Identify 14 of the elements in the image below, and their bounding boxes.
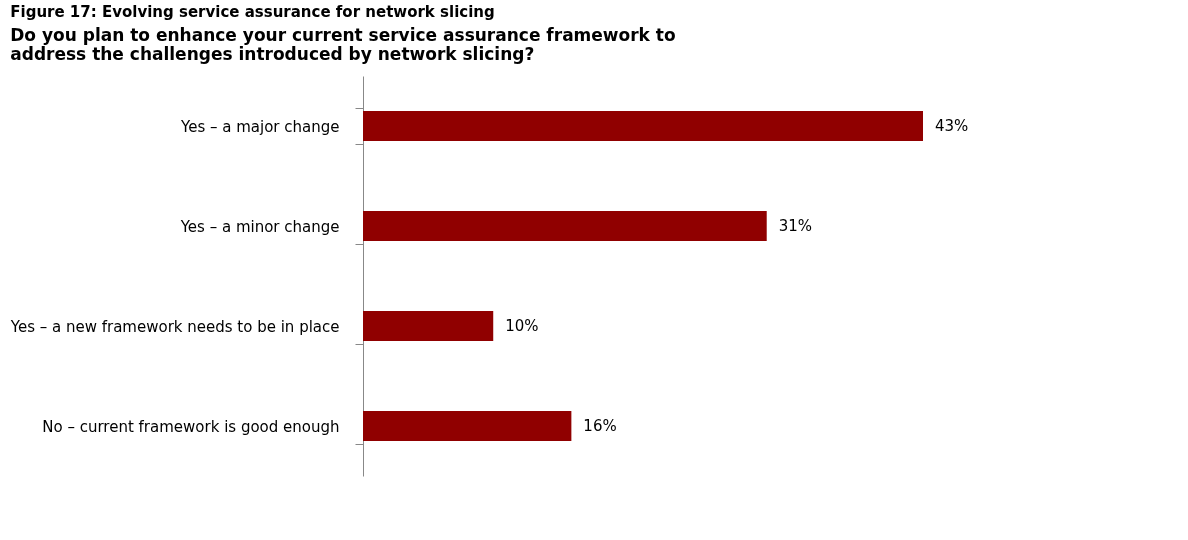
- data-label: 16%: [583, 417, 617, 435]
- y-tick-label: Yes – a major change: [180, 117, 340, 136]
- y-tick-label: Yes – a new framework needs to be in place: [9, 317, 340, 336]
- bar: [363, 111, 923, 141]
- bar: [363, 311, 494, 341]
- data-label: 10%: [505, 317, 539, 335]
- y-tick-label: No – current framework is good enough: [42, 417, 340, 436]
- data-label: 43%: [935, 117, 969, 135]
- chart-title: Figure 17: Evolving service assurance for network slicing: [10, 3, 495, 21]
- y-tick-label: Yes – a minor change: [179, 217, 340, 236]
- bar: [363, 211, 767, 241]
- bar: [363, 411, 572, 441]
- data-label: 31%: [778, 217, 813, 235]
- chart-subtitle: Do you plan to enhance your current service assurance framework to address the challenges introduced by network slicing?: [10, 25, 676, 64]
